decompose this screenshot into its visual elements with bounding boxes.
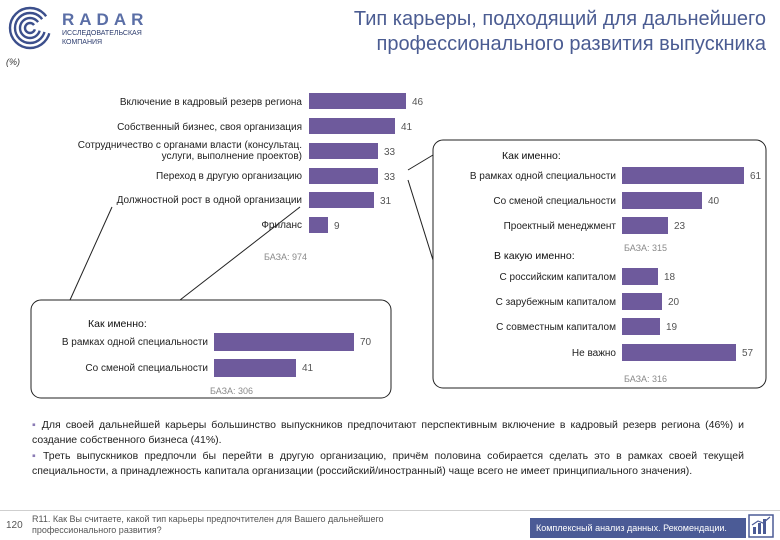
box1-value-0: 61 — [750, 171, 762, 182]
box2-label-0: С российским капиталом — [499, 272, 616, 283]
box2-bar-0 — [622, 268, 658, 285]
brand-name: RADAR — [62, 10, 149, 29]
box2-label-3: Не важно — [571, 348, 616, 359]
box2-value-1: 20 — [668, 297, 680, 308]
box1-value-1: 40 — [708, 196, 720, 207]
box2-bar-3 — [622, 344, 736, 361]
main-label-0: Включение в кадровый резерв региона — [119, 97, 302, 108]
box3-value-0: 70 — [360, 337, 372, 348]
box3-base: БАЗА: 306 — [210, 386, 254, 396]
box2-heading: В какую именно: — [494, 250, 575, 262]
page-number: 120 — [6, 520, 23, 531]
box1-label-2: Проектный менеджмент — [503, 221, 616, 232]
unit-label: (%) — [6, 57, 20, 67]
main-label-1: Собственный бизнес, своя организация — [117, 122, 302, 133]
box2-bar-2 — [622, 318, 660, 335]
main-value-1: 41 — [401, 122, 413, 133]
main-bar-0 — [309, 93, 406, 109]
box2-label-1: С зарубежным капиталом — [495, 297, 616, 308]
main-bar-4 — [309, 192, 374, 208]
box3-heading: Как именно: — [88, 318, 147, 330]
main-bar-1 — [309, 118, 395, 134]
box3-label-1: Со сменой специальности — [85, 363, 208, 374]
page-title: Тип карьеры, подходящий для дальнейшего … — [353, 8, 766, 55]
box1-heading: Как именно: — [502, 150, 561, 162]
main-value-3: 33 — [384, 172, 396, 183]
box1-value-2: 23 — [674, 221, 686, 232]
radar-logo-icon — [8, 6, 52, 50]
box1-base: БАЗА: 315 — [624, 243, 668, 253]
callout-frames — [30, 139, 767, 399]
box1-bar-0 — [622, 167, 744, 184]
box2-bar-1 — [622, 293, 662, 310]
box1-label-0: В рамках одной специальности — [469, 171, 616, 182]
main-label-3: Переход в другую организацию — [156, 171, 302, 182]
box2-value-3: 57 — [742, 348, 754, 359]
section-tag: Комплексный анализ данных. Рекомендации. — [530, 518, 746, 538]
box1-label-1: Со сменой специальности — [493, 196, 616, 207]
main-value-2: 33 — [384, 147, 396, 158]
main-bar-3 — [309, 168, 378, 184]
main-label-4: Должностной рост в одной организации — [116, 195, 302, 206]
chart-icon — [748, 514, 774, 538]
box1-bar-2 — [622, 217, 668, 234]
box2-value-0: 18 — [664, 272, 676, 283]
survey-question: R11. Как Вы считаете, какой тип карьеры … — [32, 514, 384, 535]
box3-bar-0 — [214, 333, 354, 351]
note-text-0: Для своей дальнейшей карьеры большинство… — [32, 419, 744, 446]
summary-notes: ▪ Для своей дальнейшей карьеры большинств… — [32, 418, 744, 480]
main-value-5: 9 — [334, 221, 340, 232]
main-label-5: Фриланс — [261, 220, 302, 231]
brand-subtitle: Исследовательская компания — [62, 30, 142, 46]
box2-label-2: С совместным капиталом — [496, 322, 616, 333]
main-label-2: Сотрудничество с органами власти (консул… — [77, 140, 302, 162]
box2-base: БАЗА: 316 — [624, 374, 668, 384]
note-text-1: Треть выпускников предпочли бы перейти в… — [32, 450, 744, 477]
footer-bar — [0, 510, 780, 540]
bullet-icon: ▪ — [32, 450, 39, 462]
bullet-icon: ▪ — [32, 419, 38, 431]
box3-label-0: В рамках одной специальности — [61, 337, 208, 348]
main-bar-2 — [309, 143, 378, 159]
main-value-4: 31 — [380, 196, 392, 207]
box2-value-2: 19 — [666, 322, 678, 333]
box1-bar-1 — [622, 192, 702, 209]
note-item: ▪ Треть выпускников предпочли бы перейти … — [32, 449, 744, 479]
main-value-0: 46 — [412, 97, 424, 108]
main-bar-5 — [309, 217, 328, 233]
note-item: ▪ Для своей дальнейшей карьеры большинств… — [32, 418, 744, 448]
box3-bar-1 — [214, 359, 296, 377]
main-base: БАЗА: 974 — [264, 252, 308, 262]
box3-value-1: 41 — [302, 363, 314, 374]
